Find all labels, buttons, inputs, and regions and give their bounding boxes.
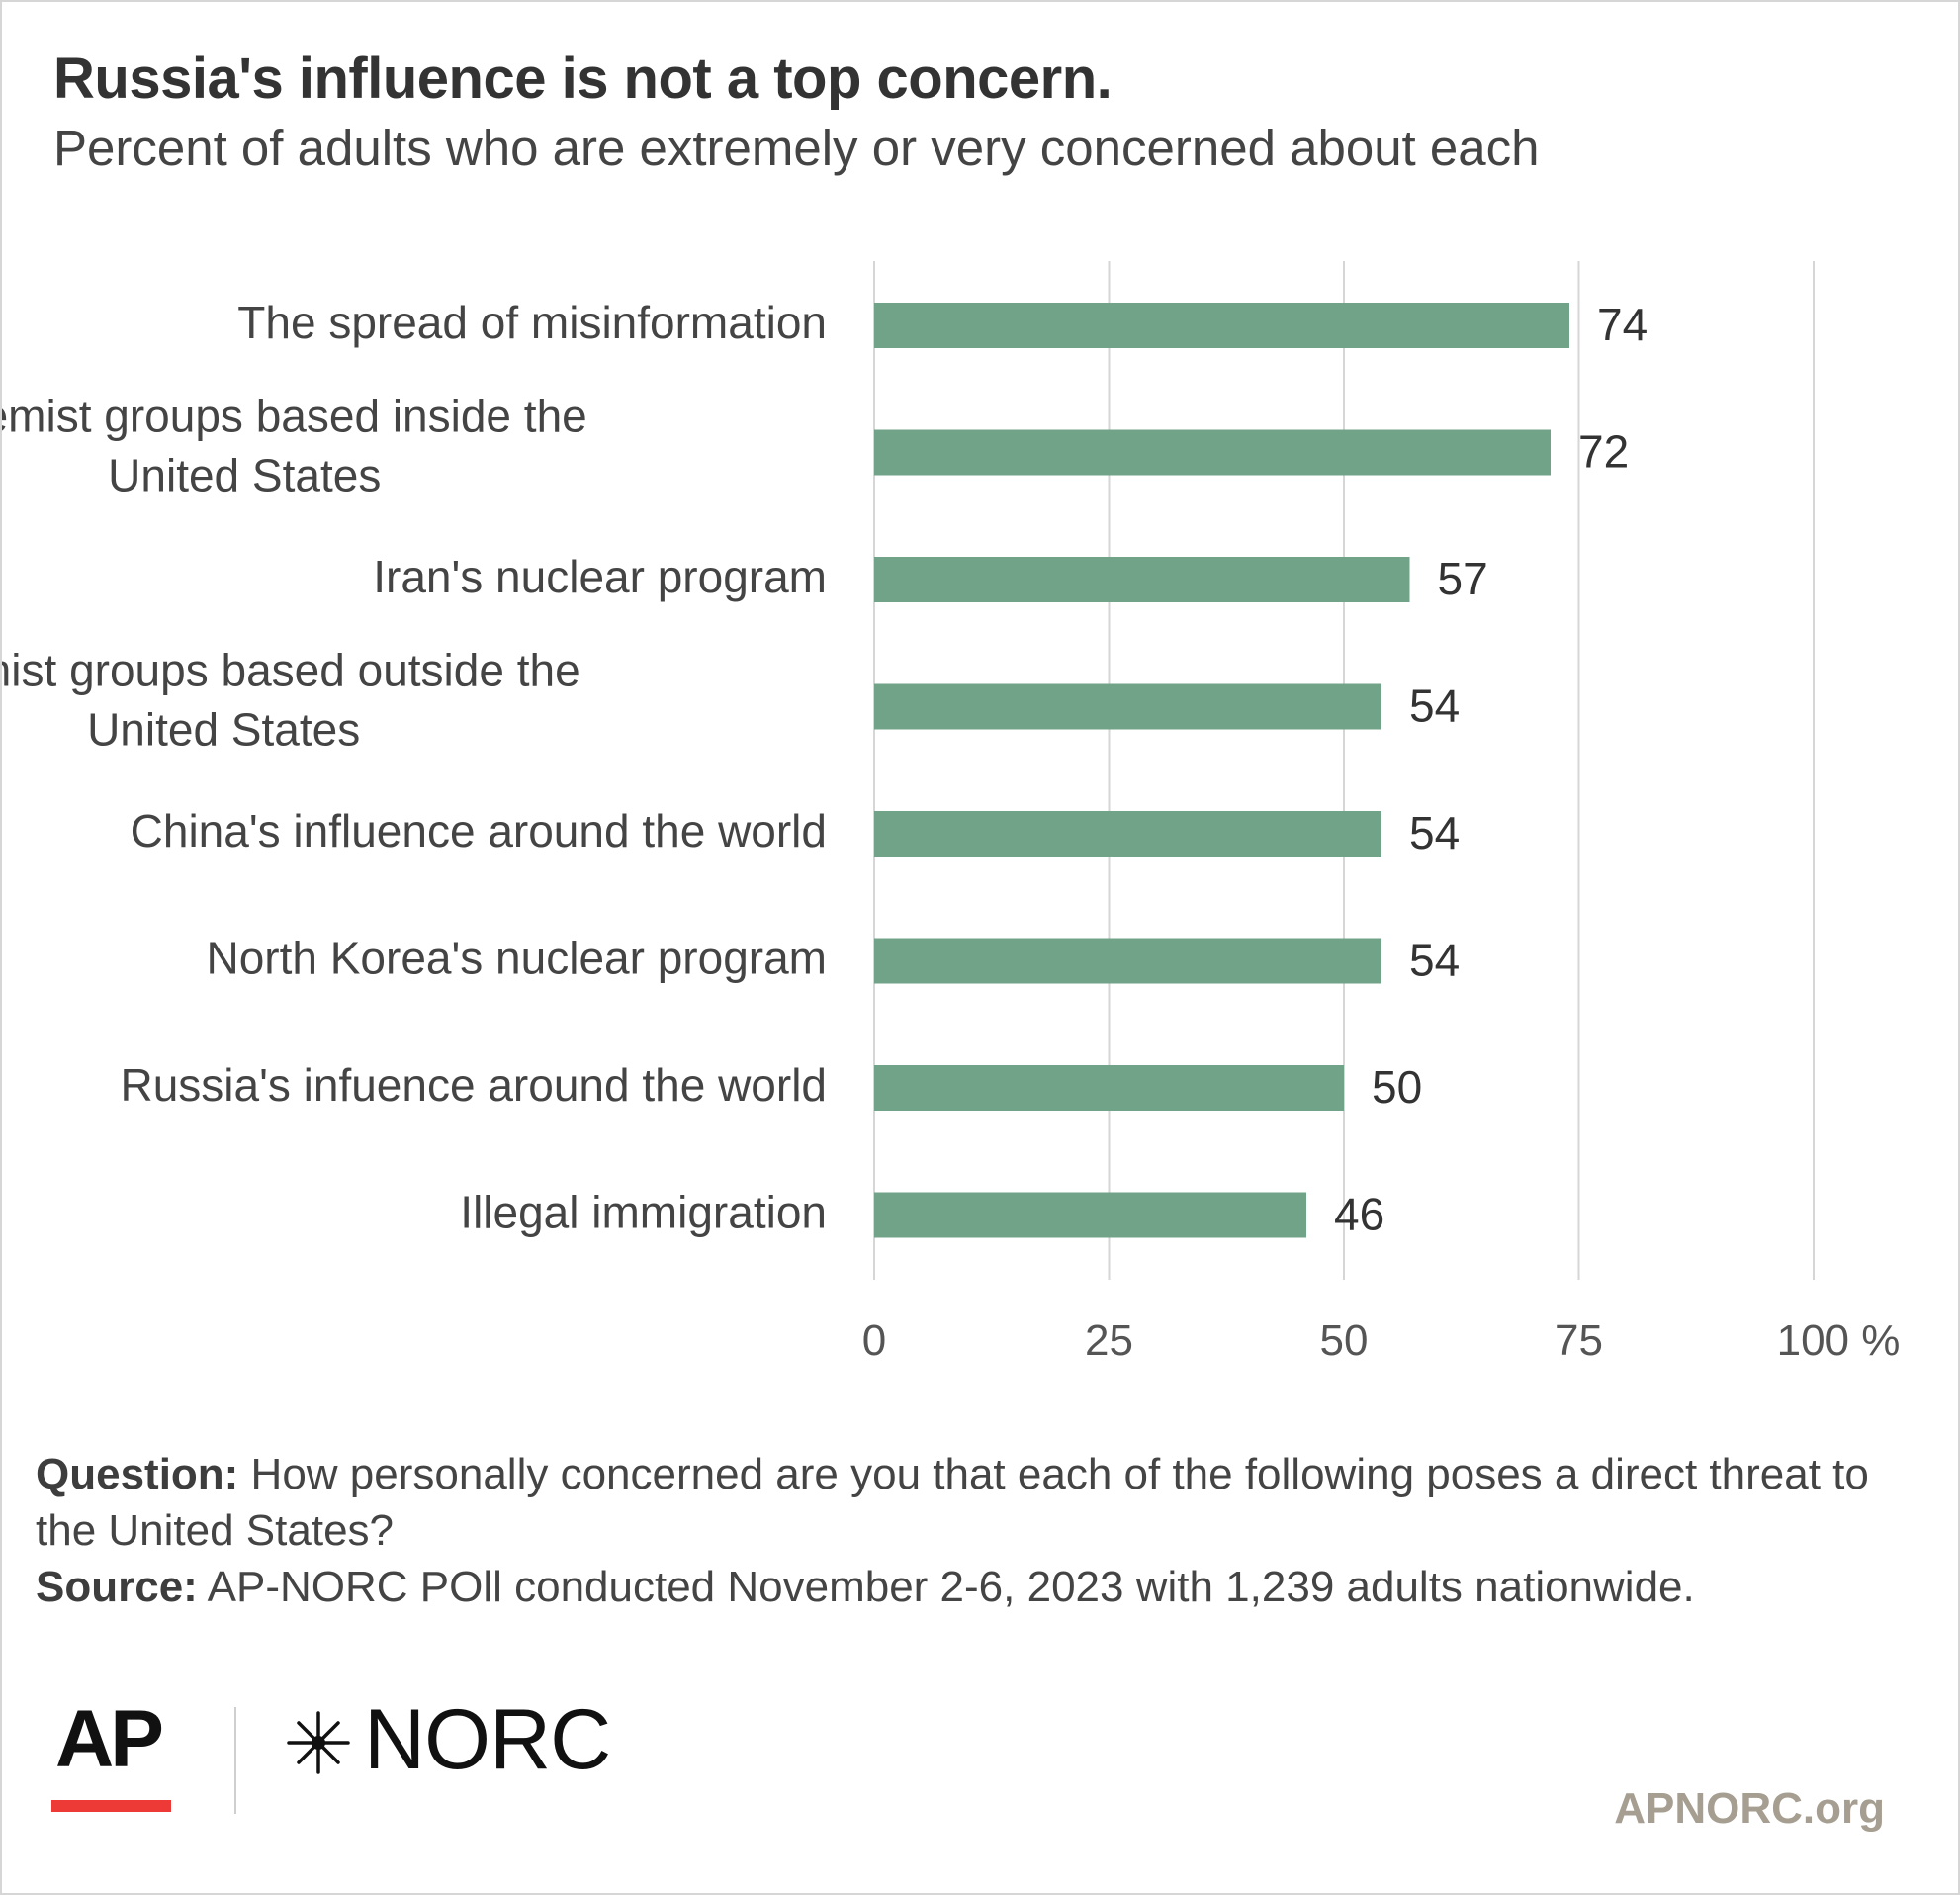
chart-title: Russia's influence is not a top concern. xyxy=(53,46,1113,111)
category-label: Extremist groups based outside the United… xyxy=(2,645,580,756)
norc-star-icon xyxy=(287,1711,350,1774)
category-label-line: Russia's infuence around the world xyxy=(120,1059,827,1111)
source-note: Source: AP-NORC POll conducted November … xyxy=(36,1559,1915,1615)
value-label: 46 xyxy=(1334,1189,1384,1240)
x-axis-ticks: 0 25 50 75 100 % xyxy=(862,1316,1901,1365)
value-labels: 74 72 57 54 54 54 50 46 xyxy=(1334,299,1648,1240)
bar xyxy=(874,1192,1306,1238)
category-labels: The spread of misinformation Extremist gr… xyxy=(2,297,827,1238)
question-label: Question: xyxy=(36,1450,239,1498)
logo-divider xyxy=(234,1707,236,1814)
bar-chart: The spread of misinformation Extremist gr… xyxy=(2,261,1901,1365)
bar xyxy=(874,1065,1344,1111)
chart-notes: Question: How personally concerned are y… xyxy=(36,1446,1915,1615)
bar xyxy=(874,429,1551,476)
bar xyxy=(874,557,1410,602)
category-label-line: United States xyxy=(87,704,360,756)
category-label: Russia's infuence around the world xyxy=(120,1059,827,1111)
value-label: 54 xyxy=(1409,935,1460,986)
value-label: 54 xyxy=(1409,680,1460,732)
category-label-line: Extremist groups based inside the xyxy=(2,391,587,442)
question-text: How personally concerned are you that ea… xyxy=(36,1450,1869,1555)
bar xyxy=(874,683,1381,730)
chart-subtitle: Percent of adults who are extremely or v… xyxy=(53,120,1540,176)
apnorc-site-link[interactable]: APNORC.org xyxy=(1614,1784,1885,1833)
category-label-line: The spread of misinformation xyxy=(237,297,827,348)
bar xyxy=(874,938,1381,984)
x-tick-label: 25 xyxy=(1085,1316,1133,1365)
x-tick-label: 0 xyxy=(862,1316,886,1365)
category-label-line: Iran's nuclear program xyxy=(373,551,827,602)
bars xyxy=(874,303,1569,1238)
category-label-line: Extremist groups based outside the xyxy=(2,645,580,696)
value-label: 54 xyxy=(1409,807,1460,858)
ap-logo: AP xyxy=(55,1694,164,1784)
value-label: 72 xyxy=(1578,426,1629,478)
category-label-line: China's influence around the world xyxy=(131,805,827,857)
category-label: The spread of misinformation xyxy=(237,297,827,348)
question-note: Question: How personally concerned are y… xyxy=(36,1446,1915,1559)
category-label: China's influence around the world xyxy=(131,805,827,857)
x-tick-label: 50 xyxy=(1320,1316,1369,1365)
category-label: Iran's nuclear program xyxy=(373,551,827,602)
source-label: Source: xyxy=(36,1563,198,1611)
source-text: AP-NORC POll conducted November 2-6, 202… xyxy=(197,1563,1695,1611)
category-label: Extremist groups based inside the United … xyxy=(2,391,587,501)
value-label: 74 xyxy=(1597,299,1648,350)
category-label: Illegal immigration xyxy=(460,1187,827,1238)
bar xyxy=(874,811,1381,857)
x-tick-label: 75 xyxy=(1555,1316,1603,1365)
category-label-line: United States xyxy=(108,450,381,501)
ap-logo-underline xyxy=(51,1800,171,1812)
category-label-line: Illegal immigration xyxy=(460,1187,827,1238)
category-label-line: North Korea's nuclear program xyxy=(206,933,827,984)
x-tick-label: 100 % xyxy=(1777,1316,1901,1365)
value-label: 57 xyxy=(1438,553,1488,604)
norc-logo: NORC xyxy=(364,1692,611,1787)
bar xyxy=(874,303,1569,348)
value-label: 50 xyxy=(1372,1061,1422,1113)
gridlines xyxy=(873,261,1815,1280)
category-label: North Korea's nuclear program xyxy=(206,933,827,984)
